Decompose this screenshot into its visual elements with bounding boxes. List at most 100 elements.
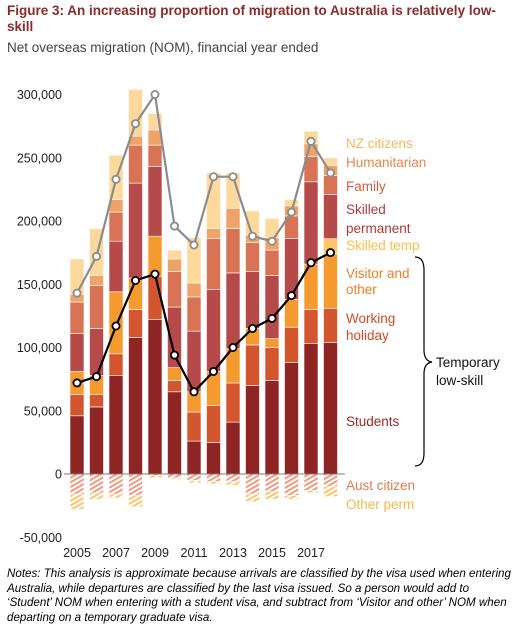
bar-skilled-permanent-2015 — [264, 275, 280, 339]
series-label-line: permanent — [346, 221, 411, 236]
bar-nz-citizens-2011 — [186, 237, 202, 284]
bar-other-perm-2005 — [69, 493, 85, 510]
bar-visitor-and-other-2018 — [323, 253, 338, 309]
x-tick-label: 2015 — [258, 546, 286, 560]
annotation-line: Temporary — [436, 355, 500, 370]
bar-students-2006 — [89, 406, 104, 475]
point-total-nom-2013 — [228, 172, 238, 182]
bar-working-holiday-2008 — [128, 309, 143, 338]
bar-other-perm-2010 — [167, 477, 182, 480]
point-total-nom-2009 — [150, 90, 160, 100]
point-total-nom-2017 — [306, 136, 316, 146]
point-temporary-low-skill-2007 — [111, 321, 121, 331]
x-tick-label: 2013 — [219, 546, 247, 560]
y-tick-label: 100,000 — [17, 341, 62, 355]
bar-nz-citizens-2008 — [128, 89, 143, 137]
point-temporary-low-skill-2017 — [306, 258, 316, 268]
chart-notes: Notes: This analysis is approximate beca… — [7, 567, 511, 624]
point-total-nom-2012 — [208, 172, 218, 182]
series-label-students: Students — [346, 414, 400, 429]
bar-working-holiday-2005 — [69, 393, 85, 417]
bar-humanitarian-2010 — [167, 258, 182, 272]
bar-family-2018 — [323, 175, 338, 195]
annotation-temporary-low-skill: Temporary low-skill — [436, 355, 500, 388]
bar-skilled-permanent-2014 — [245, 271, 260, 329]
bar-students-2012 — [206, 442, 221, 475]
series-label-family: Family — [346, 179, 386, 194]
bar-visitor-and-other-2010 — [167, 367, 182, 381]
x-tick-label: 2007 — [102, 546, 130, 560]
bar-visitor-and-other-2015 — [264, 338, 280, 348]
series-label-skilled-temp: Skilled temp — [346, 238, 420, 253]
point-temporary-low-skill-2010 — [169, 350, 179, 360]
bar-aust-citizen-2017 — [303, 473, 319, 491]
line-temporary-low-skill — [76, 251, 332, 394]
y-tick-label: 300,000 — [17, 88, 62, 102]
series-label-humanitarian: Humanitarian — [346, 155, 426, 170]
bar-other-perm-2013 — [225, 481, 241, 486]
bar-students-2016 — [284, 362, 299, 475]
bar-aust-citizen-2014 — [245, 473, 260, 495]
y-tick-label: 200,000 — [17, 215, 62, 229]
series-label-working-holiday: Working holiday — [346, 311, 395, 343]
chart-title: Figure 3: An increasing proportion of mi… — [7, 3, 496, 34]
bar-nz-citizens-2016 — [284, 199, 299, 207]
bar-aust-citizen-2015 — [264, 473, 280, 493]
bar-other-perm-2011 — [186, 479, 202, 484]
bar-family-2012 — [206, 238, 221, 290]
bar-students-2017 — [303, 343, 319, 475]
bar-working-holiday-2007 — [108, 353, 124, 376]
bar-working-holiday-2015 — [264, 347, 280, 381]
series-label-line: Aust citizen — [346, 478, 415, 493]
bar-other-perm-2014 — [245, 493, 260, 503]
bar-aust-citizen-2011 — [186, 473, 202, 481]
bar-working-holiday-2012 — [206, 405, 221, 443]
y-tick-label: 150,000 — [17, 278, 62, 292]
series-label-line: Working — [346, 311, 395, 326]
y-tick-label: 0 — [55, 468, 62, 482]
series-label-line: Family — [346, 179, 386, 194]
bar-humanitarian-2012 — [206, 228, 221, 240]
point-temporary-low-skill-2015 — [267, 313, 277, 323]
bars-group — [69, 89, 338, 510]
bar-students-2010 — [167, 391, 182, 475]
series-label-aust-citizen: Aust citizen — [346, 478, 415, 493]
bar-aust-citizen-2010 — [167, 473, 182, 479]
bar-other-perm-2008 — [128, 495, 143, 508]
y-tick-label: 50,000 — [24, 404, 62, 418]
lines-group — [72, 90, 335, 397]
point-total-nom-2008 — [130, 119, 140, 129]
point-total-nom-2018 — [325, 168, 335, 178]
series-label-visitor-and-other: Visitor and other — [346, 266, 410, 297]
bar-working-holiday-2018 — [323, 307, 338, 343]
series-label-line: Skilled temp — [346, 238, 420, 253]
bar-family-2015 — [264, 249, 280, 276]
bar-skilled-permanent-2017 — [303, 181, 319, 265]
bar-students-2009 — [147, 319, 163, 475]
bar-students-2015 — [264, 380, 280, 475]
series-label-other-perm: Other perm — [346, 497, 414, 512]
series-label-line: other — [346, 282, 377, 297]
bar-aust-citizen-2013 — [225, 473, 241, 482]
bar-working-holiday-2011 — [186, 411, 202, 442]
bar-other-perm-2009 — [147, 474, 163, 479]
bar-students-2014 — [245, 385, 260, 475]
bar-working-holiday-2016 — [284, 326, 299, 363]
bar-aust-citizen-2005 — [69, 473, 85, 495]
point-total-nom-2005 — [72, 288, 82, 298]
point-temporary-low-skill-2008 — [130, 275, 140, 285]
bar-aust-citizen-2007 — [108, 473, 124, 495]
stacked-bar-chart: -50,000 0 50,000 100,000 150,000 200,000 250,0… — [17, 88, 500, 560]
point-total-nom-2010 — [169, 221, 179, 231]
bar-working-holiday-2013 — [225, 382, 241, 423]
bar-family-2014 — [245, 242, 260, 272]
bar-skilled-permanent-2007 — [108, 240, 124, 293]
bar-aust-citizen-2006 — [89, 473, 104, 494]
point-total-nom-2014 — [247, 231, 257, 241]
series-labels-group: Students Working holiday Visitor and other Sk… — [346, 136, 500, 512]
bar-other-perm-2015 — [264, 491, 280, 500]
x-tick-label: 2017 — [297, 546, 325, 560]
point-total-nom-2016 — [286, 207, 296, 217]
point-temporary-low-skill-2006 — [92, 372, 102, 382]
x-tick-label: 2011 — [181, 546, 208, 560]
